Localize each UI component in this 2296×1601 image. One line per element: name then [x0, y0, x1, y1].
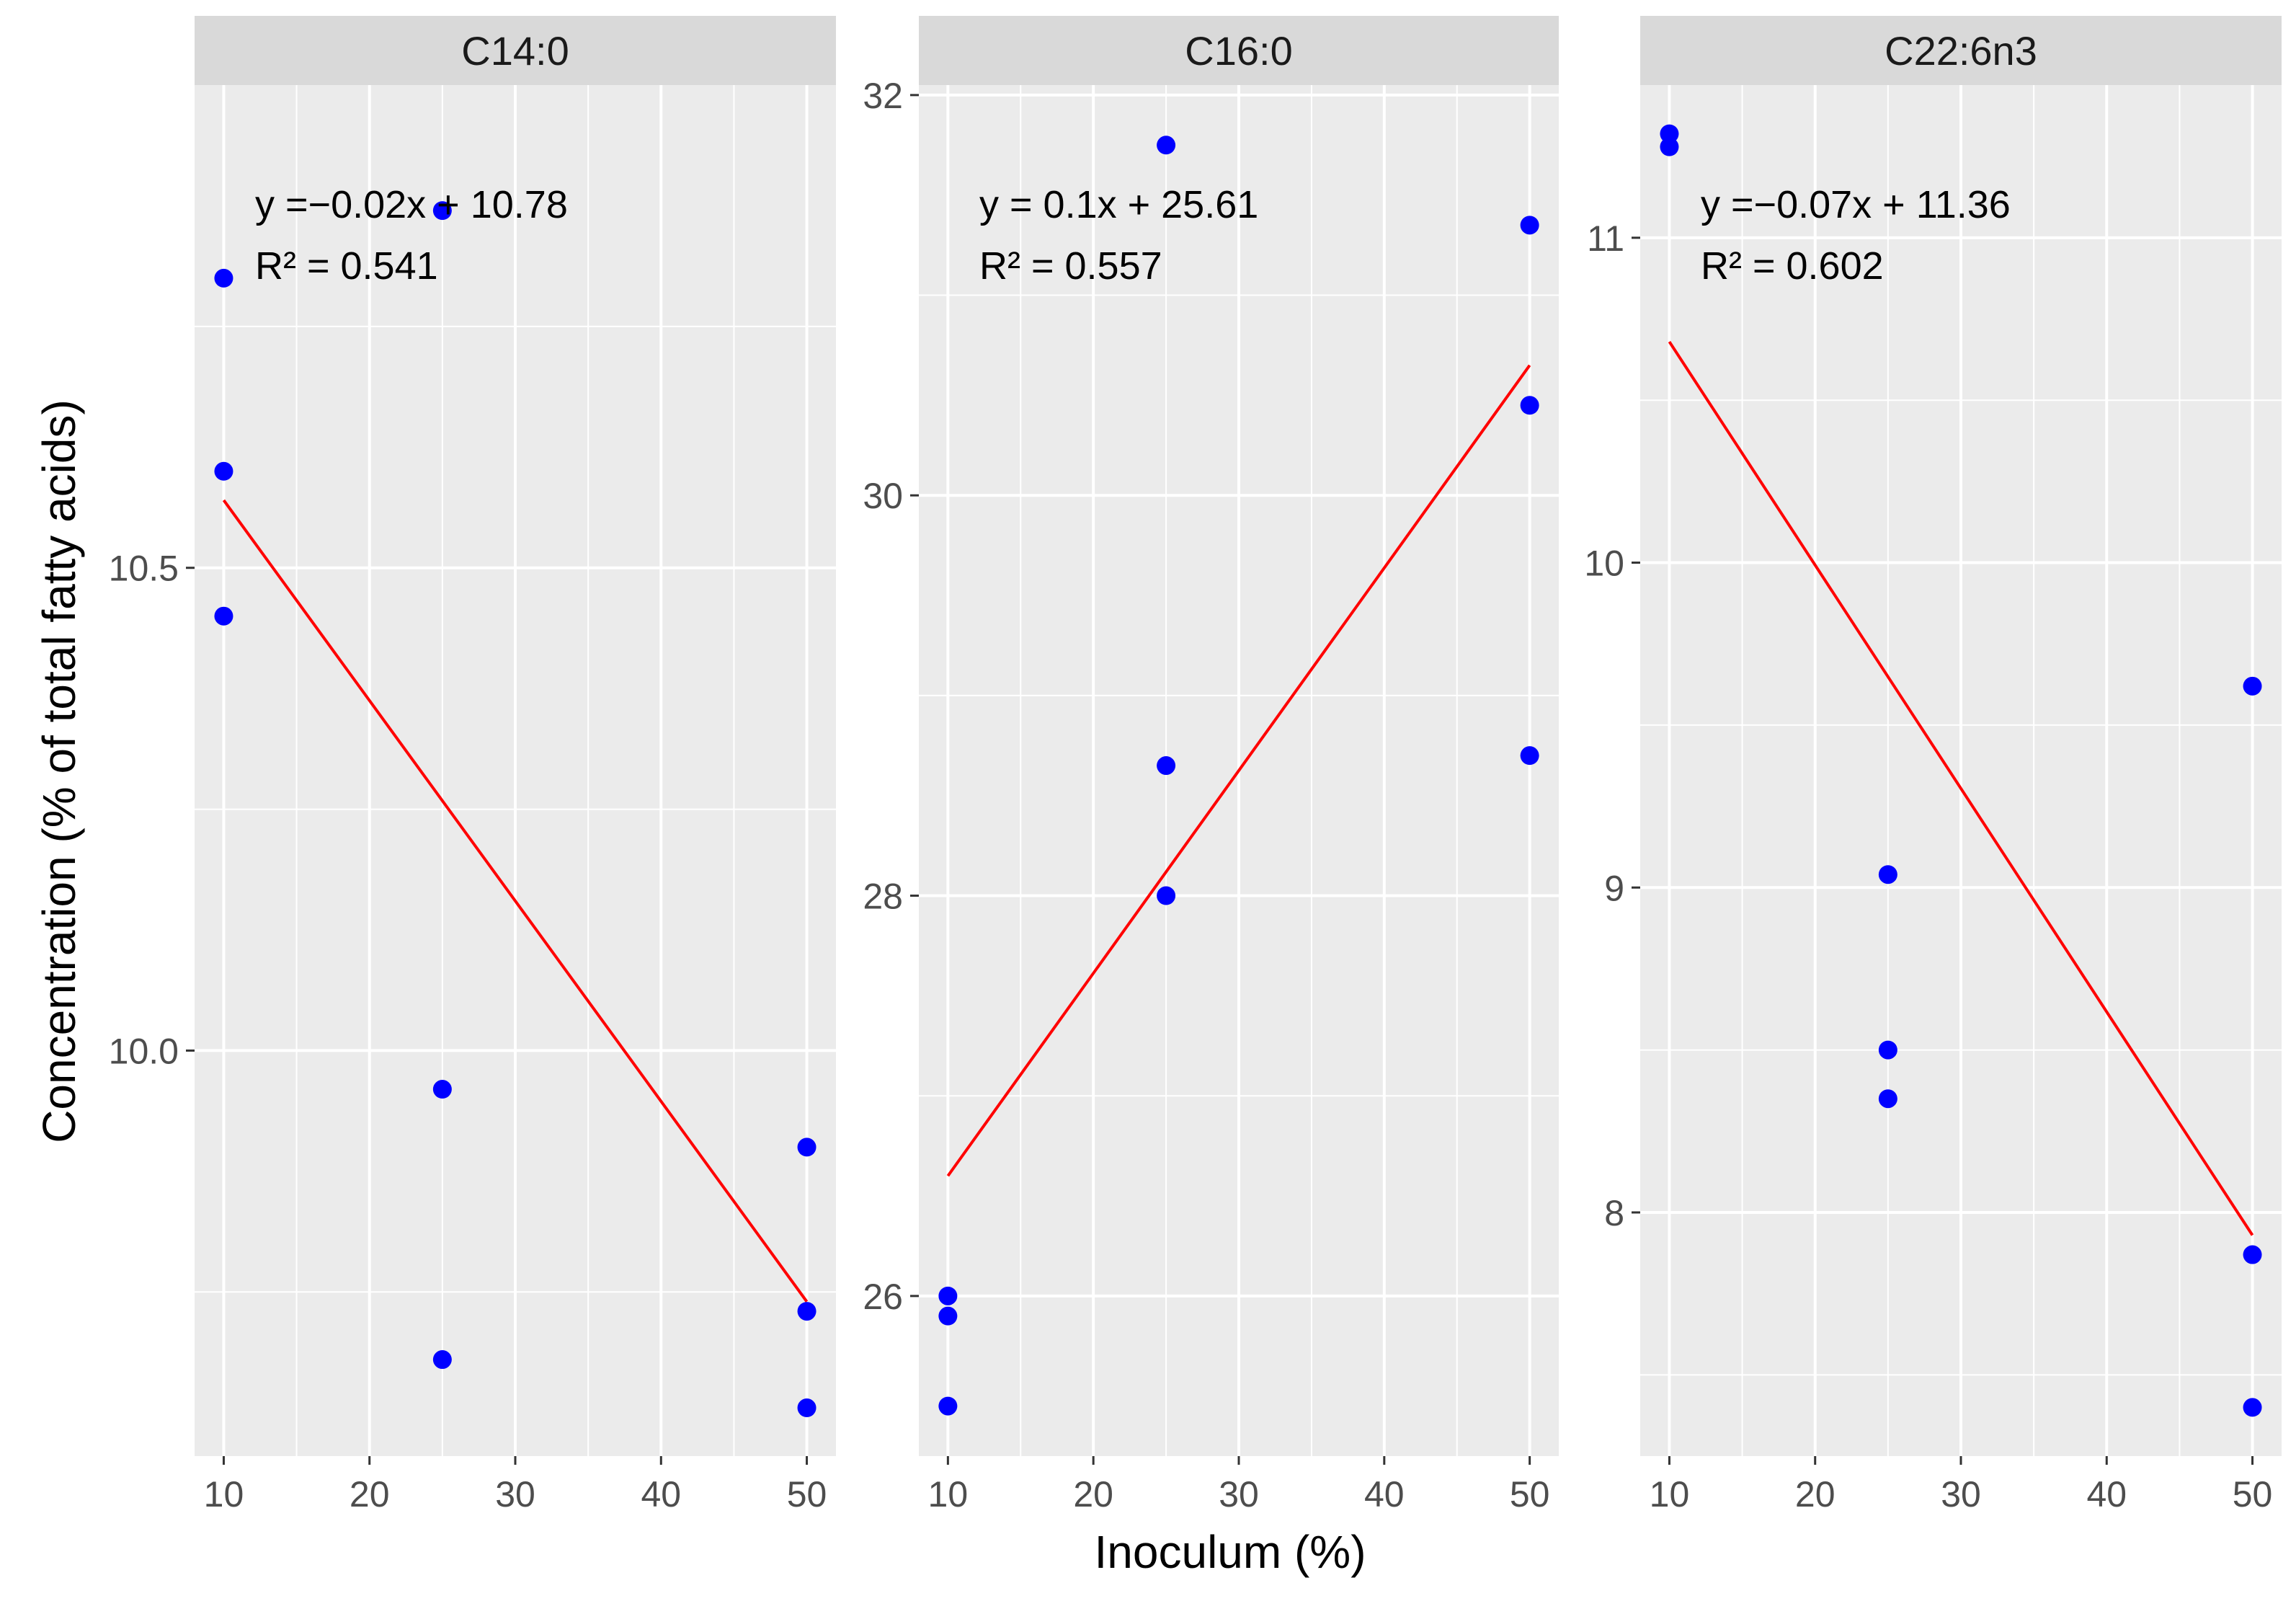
data-point [938, 1306, 958, 1326]
x-tick-label: 10 [928, 1474, 969, 1514]
regression-line [222, 499, 809, 1303]
data-point [214, 606, 233, 626]
panel-2: C16:0 10 20 30 40 50 26 28 30 32 y = 0.1x + 25.61 R… [863, 16, 1559, 1514]
data-point [432, 1080, 452, 1099]
r-squared-label: R² = 0.557 [979, 244, 1162, 288]
facet-title: C22:6n3 [1885, 28, 2037, 74]
x-tick-label: 10 [204, 1474, 244, 1514]
x-tick-label: 20 [1795, 1474, 1836, 1514]
y-tick-label: 11 [1587, 218, 1624, 259]
data-point [797, 1137, 816, 1157]
data-point [1878, 865, 1897, 884]
x-tick-label: 30 [1941, 1474, 1981, 1514]
data-point [938, 1286, 958, 1305]
y-tick-label: 26 [863, 1277, 903, 1317]
data-point [2243, 676, 2262, 696]
facet-title: C14:0 [461, 28, 569, 74]
facet-strip [919, 16, 1559, 85]
x-tick-label: 10 [1650, 1474, 1690, 1514]
y-tick-label: 10 [1584, 544, 1624, 584]
x-tick-label: 20 [1073, 1474, 1113, 1514]
data-point [1878, 1089, 1897, 1109]
data-point [1157, 756, 1176, 776]
r-squared-label: R² = 0.602 [1701, 244, 1884, 288]
data-point [1157, 886, 1176, 905]
x-tick-label: 50 [787, 1474, 827, 1514]
y-tick-label: 32 [863, 76, 903, 116]
x-tick-label: 30 [495, 1474, 535, 1514]
y-tick-label: 28 [863, 877, 903, 917]
data-point [2243, 1245, 2262, 1264]
data-point [797, 1398, 816, 1418]
data-point [432, 1350, 452, 1370]
x-tick-label: 30 [1219, 1474, 1259, 1514]
data-point [2243, 1398, 2262, 1417]
chart-panels: C14:0 10 20 30 40 50 10.0 10.5 y =−0.02x + 10.78… [109, 16, 2282, 1514]
y-tick-label: 10.5 [109, 549, 179, 589]
regression-equation: y =−0.02x + 10.78 [255, 183, 568, 226]
y-axis-title: Concentration (% of total fatty acids) [33, 399, 85, 1143]
x-tick-label: 20 [350, 1474, 390, 1514]
y-tick-label: 9 [1604, 868, 1624, 908]
data-point [1660, 124, 1679, 143]
data-point [214, 268, 233, 288]
data-point [214, 461, 233, 481]
data-point [938, 1396, 958, 1416]
y-tick-label: 30 [863, 476, 903, 516]
r-squared-label: R² = 0.541 [255, 244, 438, 288]
y-tick-label: 10.0 [109, 1031, 179, 1071]
x-tick-label: 50 [2233, 1474, 2273, 1514]
y-tick-label: 8 [1604, 1193, 1624, 1233]
regression-equation: y = 0.1x + 25.61 [979, 183, 1258, 226]
regression-line [946, 364, 1531, 1177]
x-tick-label: 50 [1510, 1474, 1550, 1514]
data-point [1520, 216, 1539, 235]
regression-equation: y =−0.07x + 11.36 [1701, 183, 2011, 226]
x-tick-label: 40 [1364, 1474, 1405, 1514]
x-tick-label: 40 [641, 1474, 681, 1514]
data-point [432, 201, 452, 221]
facet-strip [195, 16, 836, 85]
x-tick-label: 40 [2086, 1474, 2127, 1514]
panel-3: C22:6n3 10 20 30 40 50 8 9 10 11 y =−0.07x + 11.36… [1584, 16, 2282, 1514]
data-point [1878, 1040, 1897, 1060]
facet-strip [1640, 16, 2282, 85]
panel-1: C14:0 10 20 30 40 50 10.0 10.5 y =−0.02x + 10.78… [109, 16, 836, 1514]
data-point [1660, 137, 1679, 156]
data-point [1157, 136, 1176, 155]
data-point [1520, 396, 1539, 415]
x-axis-title: Inoculum (%) [1095, 1526, 1366, 1578]
data-point [797, 1302, 816, 1321]
facet-title: C16:0 [1185, 28, 1292, 74]
data-point [1520, 746, 1539, 766]
regression-line [1668, 340, 2254, 1236]
